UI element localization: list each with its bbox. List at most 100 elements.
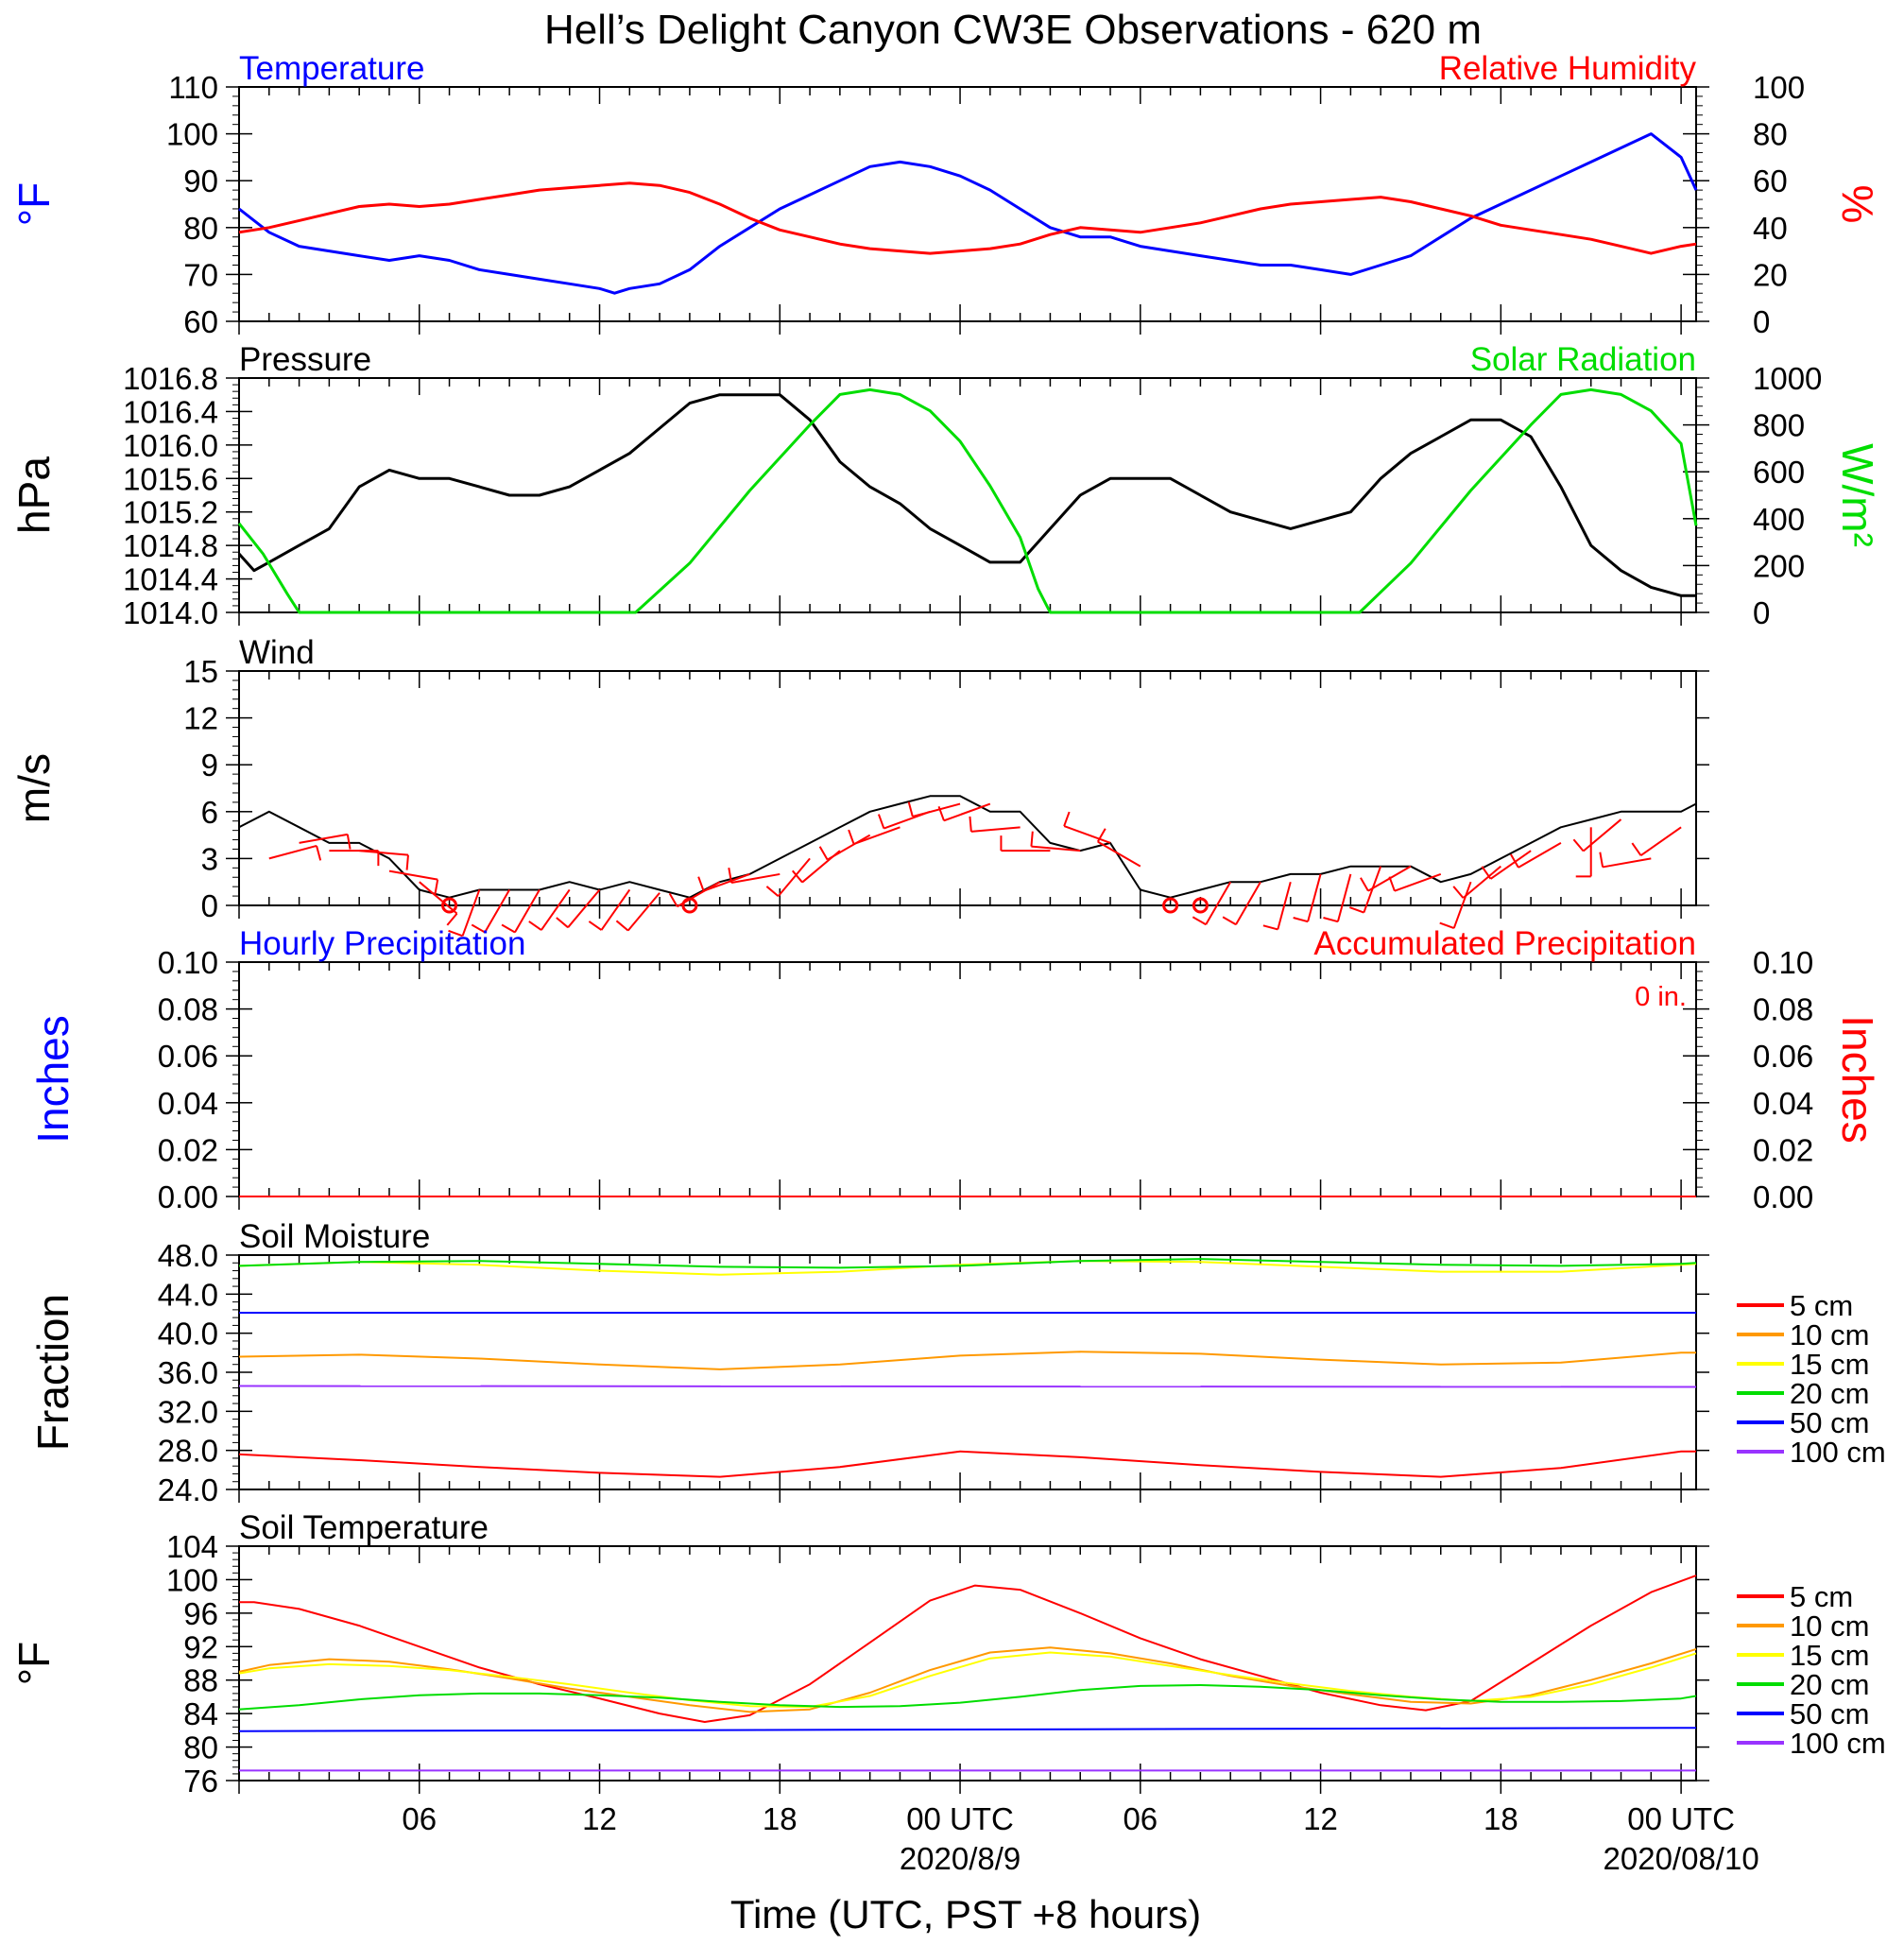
accumulation-annotation: 0 in. — [1635, 982, 1687, 1012]
wind-barb — [626, 892, 660, 932]
wind-barb — [1235, 881, 1261, 925]
y-tick-label-right: 0.08 — [1753, 992, 1813, 1027]
wind-barb-flag — [1222, 916, 1237, 926]
wind-barb — [484, 888, 511, 933]
wind-barb-flag — [615, 920, 629, 932]
legend-entry: 50 cm — [1790, 1406, 1869, 1439]
y-tick-label-left: 0.06 — [158, 1039, 218, 1074]
calm-wind-marker — [441, 897, 458, 914]
series-line-soil_moist-15cm — [238, 1260, 1697, 1276]
y-tick-label-right: 20 — [1753, 257, 1788, 292]
legend-entry: 50 cm — [1790, 1697, 1869, 1730]
calm-wind-marker — [1192, 897, 1209, 914]
y-tick-label-left: 100 — [166, 1562, 218, 1597]
y-tick-label-right: 0 — [1753, 595, 1770, 630]
y-tick-label-left: 0.02 — [158, 1132, 218, 1167]
panel-title-left: Pressure — [239, 341, 371, 378]
y-axis-label-left: Inches — [28, 1015, 77, 1144]
y-tick-label-left: 6 — [201, 795, 218, 830]
series-line-wind-0 — [238, 795, 1697, 899]
wind-barb — [567, 888, 601, 928]
wind-barb — [703, 872, 750, 892]
wind-barb-flag — [1360, 877, 1369, 892]
x-tick-label: 18 — [1484, 1801, 1518, 1836]
wind-barb — [827, 834, 871, 861]
wind-barb-flag — [791, 869, 803, 884]
wind-barb — [912, 802, 961, 818]
y-tick-label-left: 0.10 — [158, 945, 218, 980]
wind-barb — [1205, 881, 1232, 925]
panel-frame — [238, 377, 1697, 613]
wind-barb — [1452, 881, 1472, 929]
calm-wind-marker — [1162, 897, 1179, 914]
series-line-soil_temp-20cm — [238, 1684, 1697, 1711]
y-tick-label-right: 80 — [1753, 117, 1788, 152]
y-tick-label-right: 0.02 — [1753, 1132, 1813, 1167]
wind-barb-flag — [877, 814, 885, 829]
wind-barb-flag — [1349, 906, 1364, 914]
y-tick-label-left: 1016.8 — [123, 361, 218, 396]
wind-barb-flag — [448, 929, 463, 938]
series-line-pres_sol-0 — [237, 393, 1696, 597]
panel-soil_moist: 24.028.0 32.0 36.0 40.0 44.0 48.0 Soil Moistur… — [28, 1218, 1886, 1507]
wind-barb — [1394, 872, 1442, 892]
wind-barb — [730, 872, 780, 884]
wind-barb — [1602, 857, 1652, 869]
legend-entry: 10 cm — [1790, 1318, 1869, 1351]
y-tick-label-left: 80 — [183, 211, 218, 246]
wind-barb — [1277, 881, 1292, 930]
y-tick-label-right: 800 — [1753, 408, 1805, 443]
y-tick-label-left: 76 — [183, 1764, 218, 1799]
wind-barb — [1336, 873, 1352, 922]
x-tick-label: 00 UTC — [906, 1801, 1014, 1836]
y-axis-label-left: Fraction — [28, 1294, 77, 1451]
wind-barb-flag — [818, 846, 829, 861]
y-tick-label-left: 1015.6 — [123, 461, 218, 496]
wind-barb — [1583, 818, 1622, 852]
wind-barb-flag — [471, 923, 486, 934]
panel-title-left: Temperature — [239, 50, 424, 87]
x-tick-label: 06 — [402, 1801, 437, 1836]
wind-barb — [1031, 845, 1081, 852]
wind-barb — [514, 888, 540, 933]
wind-barb-flag — [556, 917, 569, 929]
panel-title-left: Soil Temperature — [239, 1509, 489, 1546]
legend-entry: 20 cm — [1790, 1668, 1869, 1701]
panel-title-right: Relative Humidity — [1439, 50, 1697, 87]
y-tick-label-left: 44.0 — [158, 1277, 218, 1312]
wind-barb — [1489, 850, 1532, 880]
y-tick-label-left: 1014.8 — [123, 528, 218, 563]
panel-title-right: Accumulated Precipitation — [1313, 925, 1696, 962]
y-tick-label-right: 60 — [1753, 164, 1788, 198]
y-tick-label-right: 0.00 — [1753, 1179, 1813, 1214]
wind-barb — [1097, 840, 1141, 868]
y-axis-label-right: % — [1833, 185, 1882, 224]
panel-wind: 0 3 6 9 12 15 Wind m/s — [9, 634, 1709, 938]
series-line-soil_moist-100cm — [238, 1385, 1697, 1388]
legend-entry: 15 cm — [1790, 1639, 1869, 1672]
wind-barb-flag — [1631, 842, 1642, 856]
series-line-soil_temp-50cm — [238, 1727, 1697, 1732]
panel-frame — [238, 86, 1697, 322]
wind-barb-flag — [588, 921, 603, 931]
x-date-label: 2020/8/9 — [900, 1841, 1021, 1876]
wind-barb-flag — [1323, 917, 1339, 923]
wind-barb-flag — [765, 886, 780, 898]
panel-frame — [238, 1545, 1697, 1781]
wind-barb-flag — [1192, 916, 1207, 926]
y-tick-label-left: 36.0 — [158, 1355, 218, 1390]
y-tick-label-left: 48.0 — [158, 1238, 218, 1273]
legend-entry: 5 cm — [1790, 1289, 1853, 1322]
y-tick-label-left: 0.00 — [158, 1179, 218, 1214]
y-axis-label-left: °F — [9, 1642, 59, 1686]
wind-barb-flag — [697, 876, 705, 892]
x-tick-label: 12 — [1303, 1801, 1338, 1836]
figure-title: Hell’s Delight Canyon CW3E Observations … — [544, 7, 1482, 53]
y-tick-label-left: 90 — [183, 164, 218, 198]
y-tick-label-left: 0 — [201, 888, 218, 923]
panel-pres_sol: 1014.01014.41014.81015.21015.61016.01016… — [9, 341, 1882, 630]
wind-barb — [268, 844, 317, 860]
y-tick-label-left: 0.08 — [158, 992, 218, 1027]
